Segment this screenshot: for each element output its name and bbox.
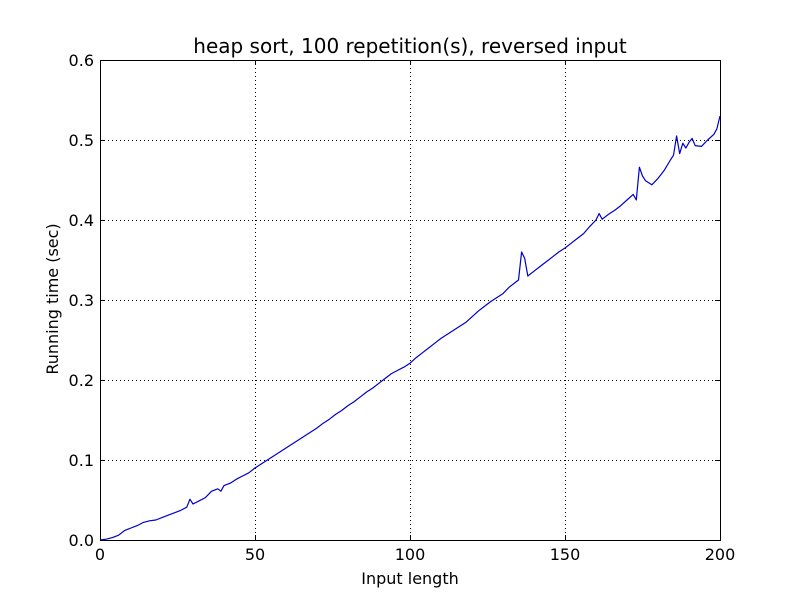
grid-lines <box>100 60 720 540</box>
y-tick-label: 0.5 <box>69 131 94 150</box>
tick-labels: 0 50 100 150 200 0.0 0.1 0.2 0.3 0.4 0.5 0.6 <box>69 51 736 564</box>
y-tick-label: 0.4 <box>69 211 94 230</box>
y-tick-label: 0.2 <box>69 371 94 390</box>
x-tick-label: 150 <box>550 545 581 564</box>
y-tick-label: 0.3 <box>69 291 94 310</box>
y-tick-label: 0.6 <box>69 51 94 70</box>
x-tick-label: 200 <box>705 545 736 564</box>
series-line <box>99 115 721 541</box>
y-tick-label: 0.0 <box>69 531 94 550</box>
x-tick-label: 0 <box>95 545 105 564</box>
chart-title: heap sort, 100 repetition(s), reversed i… <box>193 34 627 58</box>
series-layer <box>99 115 721 541</box>
x-tick-label: 100 <box>395 545 426 564</box>
x-tick-label: 50 <box>245 545 265 564</box>
plot-frame <box>100 60 721 541</box>
y-tick-label: 0.1 <box>69 451 94 470</box>
y-axis-label: Running time (sec) <box>43 223 62 374</box>
x-axis-label: Input length <box>361 569 459 588</box>
